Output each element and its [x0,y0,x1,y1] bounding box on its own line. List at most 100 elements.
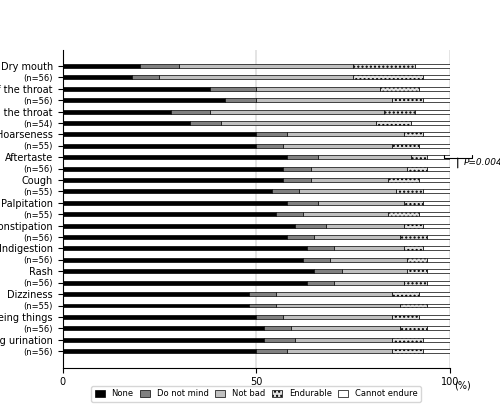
Bar [303,212,388,216]
Bar [225,98,256,102]
Bar [396,190,423,193]
Bar [427,258,450,262]
Bar [287,201,318,205]
Bar [295,338,392,342]
Bar [314,269,342,273]
Bar [287,349,392,353]
Bar [423,349,450,353]
Text: P=0.004: P=0.004 [464,159,500,167]
Bar [256,349,287,353]
Bar [310,178,388,182]
Bar [384,109,415,114]
Bar [62,349,256,353]
Bar [291,326,400,330]
Bar [419,315,450,319]
Bar [423,76,450,79]
Bar [376,121,411,125]
Bar [427,235,450,239]
Bar [179,64,353,68]
Bar [306,281,334,285]
Bar [210,109,384,114]
Bar [62,338,264,342]
Bar [427,269,450,273]
Bar [276,304,400,308]
Bar [411,121,450,125]
Bar [248,304,276,308]
Bar [62,247,306,250]
Bar [210,87,256,91]
Bar [62,190,272,193]
Bar [415,64,450,68]
Bar [419,178,450,182]
Bar [62,109,171,114]
Bar [62,315,256,319]
Bar [287,133,404,136]
Bar [284,167,310,171]
Bar [256,315,283,319]
Bar [248,292,276,296]
Bar [62,212,276,216]
Bar [392,315,419,319]
Bar [419,212,450,216]
Bar [400,235,427,239]
Bar [284,144,392,148]
Bar [427,167,450,171]
Bar [62,76,132,79]
Bar [408,258,427,262]
Bar [190,121,222,125]
Bar [287,155,318,159]
Bar [423,338,450,342]
Bar [272,190,299,193]
Bar [318,155,411,159]
Bar [334,247,404,250]
Bar [411,155,427,159]
Bar [171,109,210,114]
Text: (%): (%) [454,380,470,390]
Bar [284,315,392,319]
Legend: None, Do not mind, Not bad, Endurable, Cannot endure: None, Do not mind, Not bad, Endurable, C… [92,386,421,401]
Bar [423,190,450,193]
Bar [326,224,404,228]
Bar [419,292,450,296]
Bar [62,258,303,262]
Bar [284,178,310,182]
Bar [264,326,291,330]
Bar [330,258,407,262]
Bar [423,98,450,102]
Bar [62,326,264,330]
Bar [423,201,450,205]
Bar [276,212,303,216]
Bar [388,178,419,182]
Bar [392,144,419,148]
Bar [62,155,287,159]
Bar [62,87,210,91]
Bar [388,212,419,216]
Bar [62,201,287,205]
Bar [419,144,450,148]
Bar [310,167,408,171]
Bar [264,338,295,342]
Bar [140,64,179,68]
Bar [256,133,287,136]
Bar [404,224,423,228]
Bar [62,64,140,68]
Bar [404,281,427,285]
Bar [392,292,419,296]
Bar [380,87,419,91]
Bar [160,76,353,79]
Bar [427,326,450,330]
Bar [303,258,330,262]
Bar [62,98,225,102]
Bar [62,178,284,182]
Bar [353,64,415,68]
Bar [392,338,423,342]
Bar [295,224,326,228]
Bar [392,98,423,102]
Bar [342,269,407,273]
Bar [404,133,423,136]
Bar [62,292,248,296]
Bar [276,292,392,296]
Bar [306,247,334,250]
Bar [427,304,450,308]
Bar [62,269,314,273]
